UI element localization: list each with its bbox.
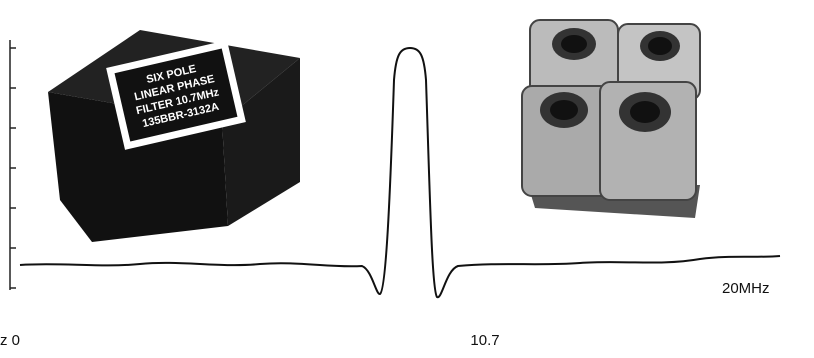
axis-label: z 0	[0, 332, 20, 349]
metal-cans	[521, 19, 701, 218]
filter-box: SIX POLE LINEAR PHASE FILTER 10.7MHz 135…	[48, 30, 300, 242]
axis-label: 20MHz	[722, 280, 770, 297]
response-curve	[19, 46, 781, 299]
left-axis	[9, 40, 16, 290]
axis-label: 10.7	[470, 332, 499, 349]
